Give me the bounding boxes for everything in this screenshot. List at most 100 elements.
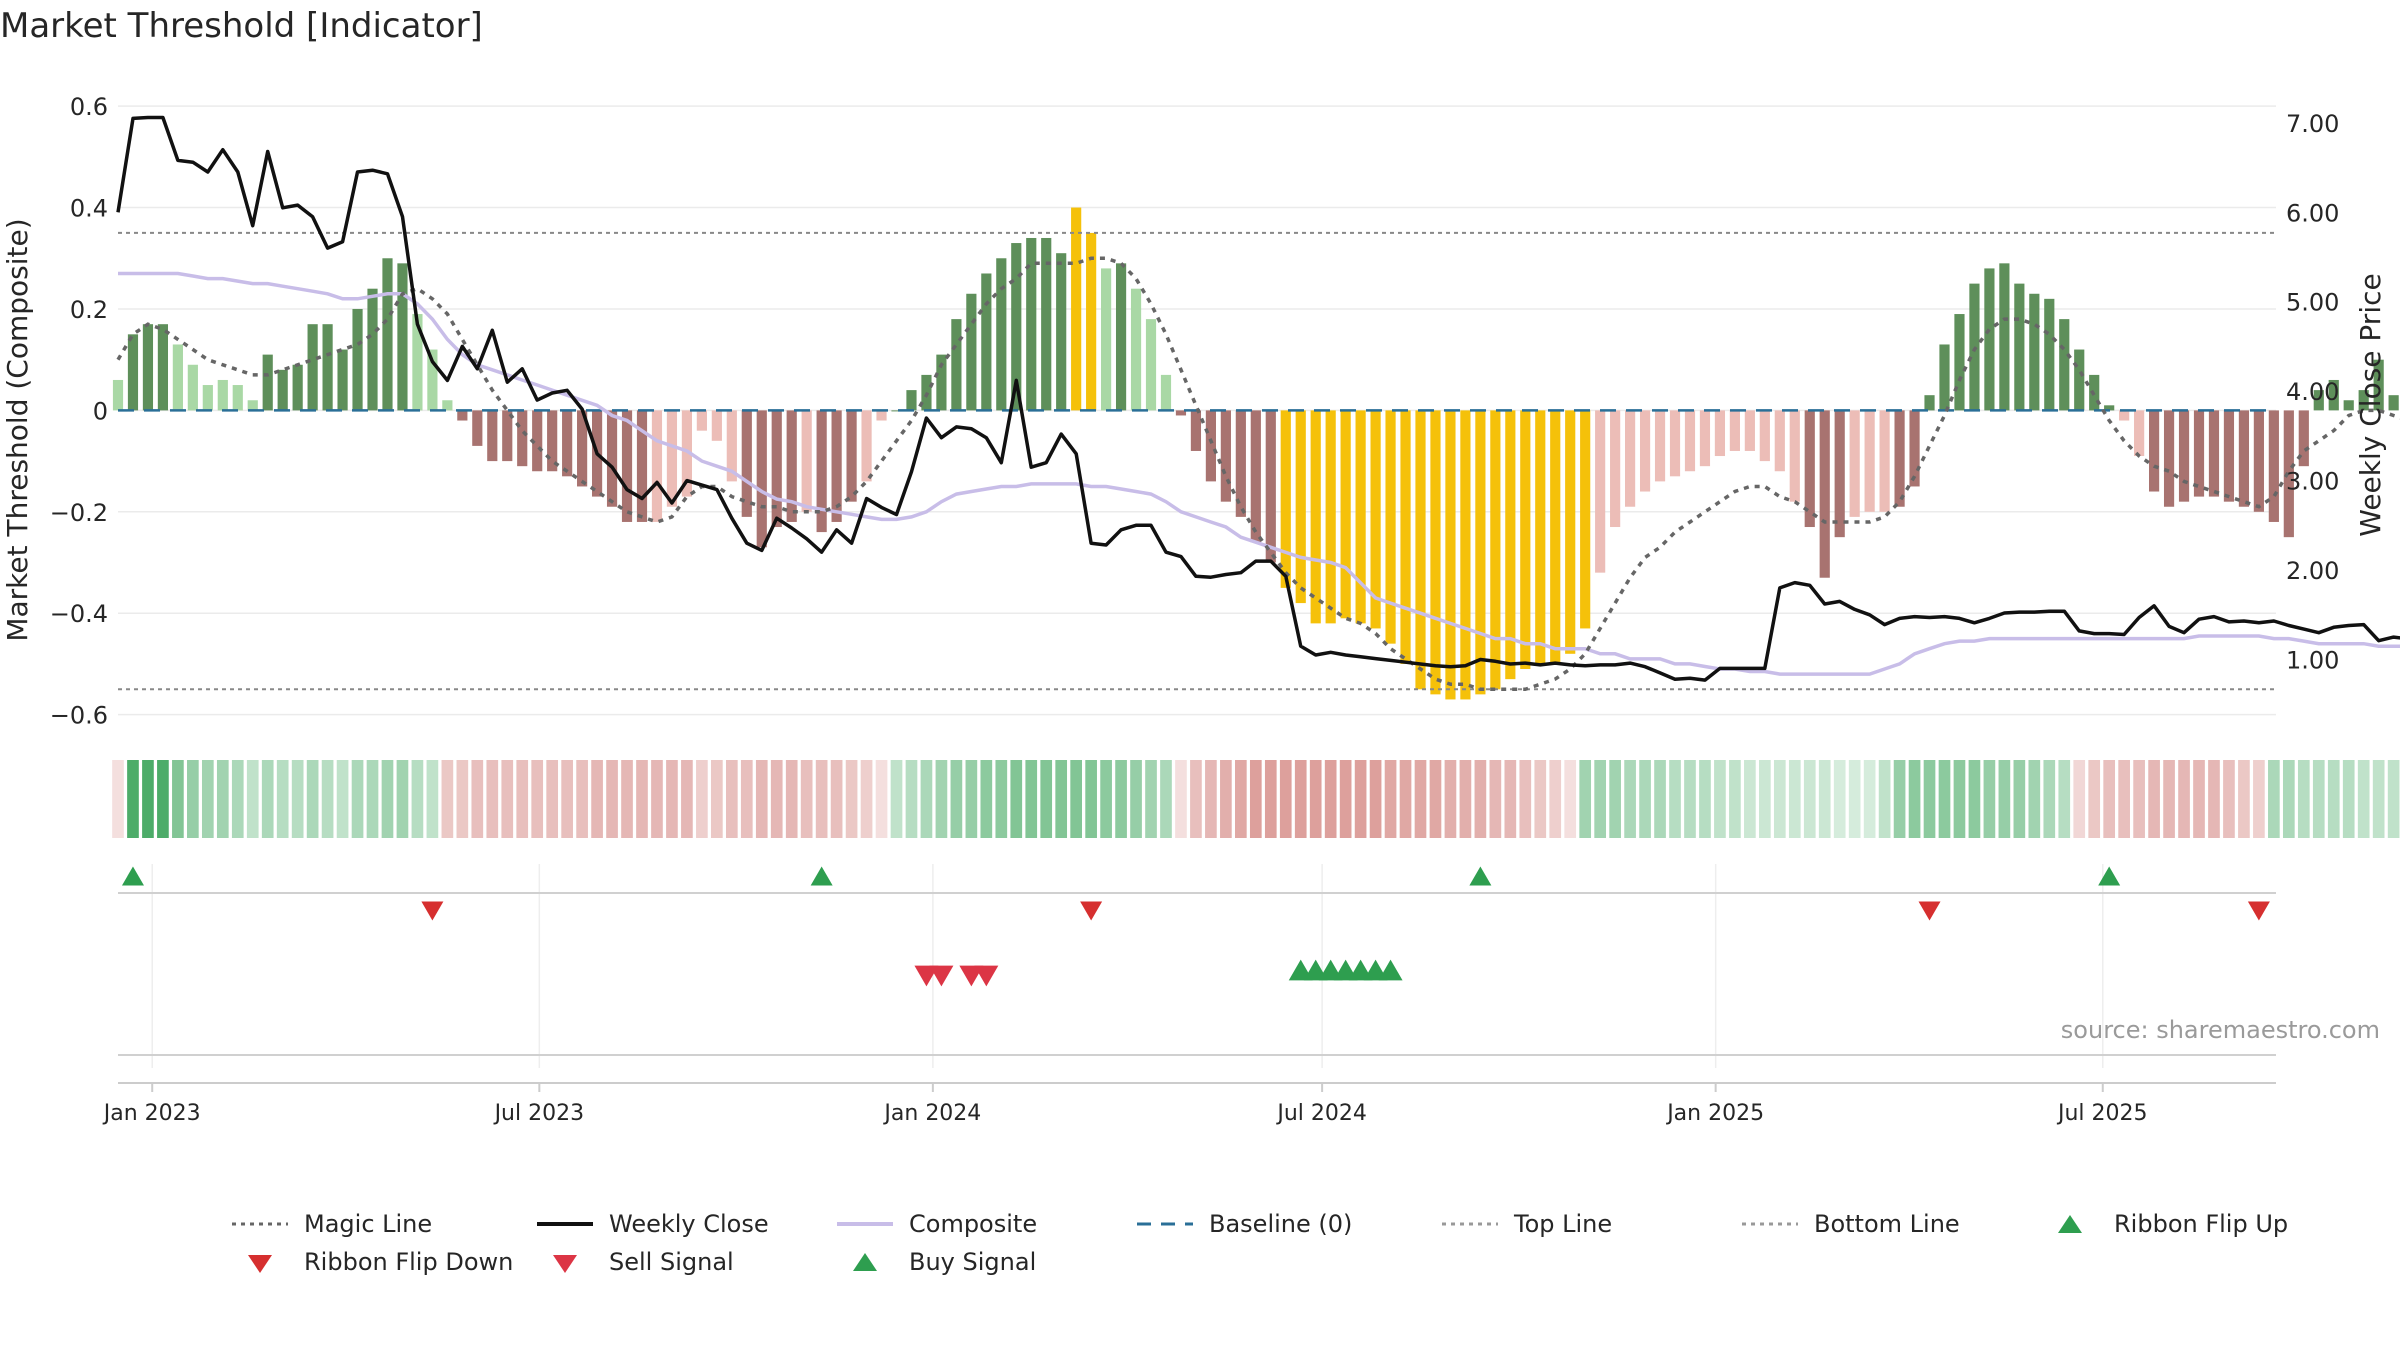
ribbon-cell: [2013, 760, 2026, 838]
composite-bar: [172, 344, 183, 411]
composite-bar: [2178, 410, 2190, 502]
ribbon-cell: [1399, 760, 1412, 838]
ribbon-cell: [187, 760, 199, 838]
x-tick-label: Jan 2024: [882, 1101, 981, 1126]
y-tick-label: −0.4: [50, 600, 108, 628]
composite-bar: [1130, 288, 1142, 411]
ribbon-cell: [441, 760, 454, 838]
ribbon-cell: [1758, 760, 1771, 838]
ribbon-cell: [1564, 760, 1577, 838]
triangle-down-icon: [553, 1255, 577, 1273]
composite-bar: [472, 410, 483, 446]
ribbon-cell: [261, 760, 274, 838]
composite-bar: [1235, 410, 1246, 517]
dotted-line-icon: [1442, 1222, 1498, 1226]
legend-item: Magic Line: [230, 1206, 432, 1242]
ribbon-cell: [1369, 760, 1382, 838]
legend-item: Composite: [835, 1206, 1037, 1242]
legend-label: Bottom Line: [1814, 1210, 1960, 1238]
axes-layer: 0.6 0.4 0.2 0 −0.2 −0.4 −0.6 7.00 6.00 5.00 4.00 3.…: [50, 93, 2340, 1126]
ribbon-cell: [1130, 760, 1142, 838]
composite-bar: [1460, 410, 1471, 700]
legend-item: Ribbon Flip Down: [230, 1244, 513, 1280]
ribbon-cell: [396, 760, 409, 838]
ribbon-cell: [426, 760, 439, 838]
composite-bar: [397, 263, 408, 411]
ribbon-cell: [1100, 760, 1112, 838]
ribbon-cell: [501, 760, 514, 838]
composite-bar: [1744, 410, 1755, 451]
solid-line-icon: [837, 1222, 893, 1226]
ribbon-cell: [980, 760, 993, 838]
ribbon-cell: [1115, 760, 1127, 838]
ribbon-cell: [2372, 760, 2385, 838]
composite-bar: [906, 390, 917, 411]
x-tick-label: Jul 2025: [2056, 1101, 2148, 1126]
ribbon-cell: [1070, 760, 1082, 838]
ribbon-cell: [516, 760, 529, 838]
composite-bar: [502, 410, 513, 462]
composite-bar: [1280, 410, 1291, 588]
chart-svg: 0.6 0.4 0.2 0 −0.2 −0.4 −0.6 7.00 6.00 5.00 4.00 3.…: [1, 93, 2400, 1126]
composite-bar: [2044, 298, 2055, 411]
composite-bar: [1220, 410, 1231, 502]
ribbon-cell: [381, 760, 394, 838]
ribbon-cell: [1699, 760, 1711, 838]
ribbon-flip-down-marker: [421, 901, 444, 921]
ribbon-cell: [1803, 760, 1816, 838]
ribbon-cell: [486, 760, 499, 838]
composite-bar: [1400, 410, 1411, 664]
ribbon-cell: [1444, 760, 1457, 838]
composite-bar: [2193, 410, 2205, 497]
composite-bar: [2014, 283, 2025, 411]
ribbon-cell: [1534, 760, 1547, 838]
ribbon-cell: [1998, 760, 2011, 838]
source-note: source: sharemaestro.com: [2061, 1016, 2380, 1044]
composite-bar: [1250, 410, 1261, 543]
composite-bar: [1729, 410, 1740, 451]
dashed-line-icon: [1137, 1222, 1193, 1226]
ribbon-cell: [845, 760, 858, 838]
ribbon-cell: [1938, 760, 1951, 838]
composite-bar: [1355, 410, 1366, 624]
composite-bar: [1849, 410, 1860, 517]
ribbon-cell: [1264, 760, 1277, 838]
ribbon-cell: [1474, 760, 1487, 838]
composite-bar: [1160, 374, 1172, 411]
ribbon-flip-up-marker: [1469, 866, 1492, 886]
composite-bar: [1505, 410, 1516, 680]
composite-bar: [1669, 410, 1681, 477]
y2-tick-label: 4.00: [2286, 378, 2339, 406]
ribbon-cell: [1654, 760, 1666, 838]
composite-bar: [367, 288, 378, 411]
legend-item: Weekly Close: [535, 1206, 769, 1242]
ribbon-cell: [1519, 760, 1532, 838]
composite-bar: [816, 410, 827, 533]
triangle-up-icon: [2058, 1215, 2082, 1233]
composite-bar: [1550, 410, 1561, 664]
ribbon-cell: [1160, 760, 1172, 838]
dotted-line-icon: [232, 1222, 288, 1226]
ribbon-cell: [666, 760, 678, 838]
ribbon-cell: [1414, 760, 1427, 838]
ribbon-strip: [112, 760, 2400, 838]
y2-tick-label: 2.00: [2286, 557, 2339, 585]
composite-bar: [1145, 319, 1157, 411]
composite-bar: [157, 324, 169, 411]
ribbon-cell: [830, 760, 843, 838]
composite-bar: [1804, 410, 1815, 528]
composite-bar: [322, 324, 333, 411]
ribbon-cell: [1175, 760, 1187, 838]
composite-bar: [1325, 410, 1336, 624]
ribbon-cell: [1729, 760, 1741, 838]
ribbon-cell: [561, 760, 573, 838]
composite-bar: [741, 410, 752, 517]
legend-item: Buy Signal: [835, 1244, 1036, 1280]
composite-bar: [861, 410, 872, 482]
ribbon-cell: [1878, 760, 1891, 838]
ribbon-cell: [1863, 760, 1876, 838]
composite-bar: [1086, 232, 1097, 411]
ribbon-cell: [1744, 760, 1756, 838]
ribbon-cell: [306, 760, 319, 838]
composite-bar: [651, 410, 663, 522]
